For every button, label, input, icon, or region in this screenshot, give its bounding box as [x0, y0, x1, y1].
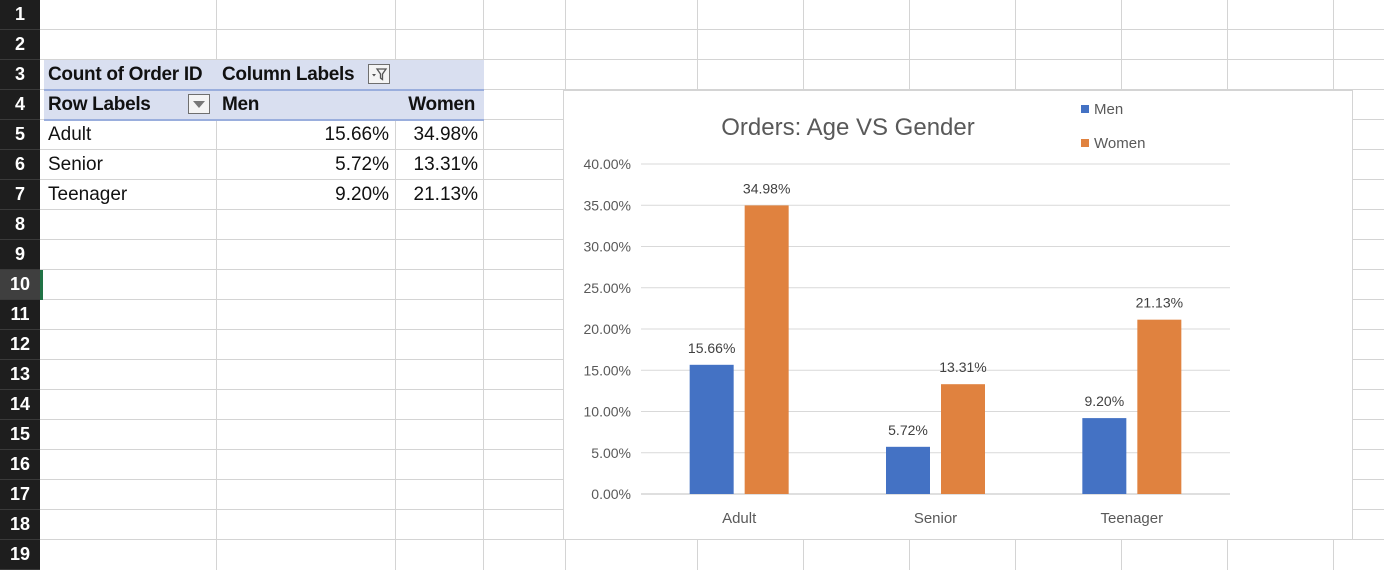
- pivot-value-field[interactable]: Count of Order ID: [48, 64, 203, 85]
- pivot-cell-women[interactable]: 34.98%: [413, 124, 478, 145]
- y-tick-label: 35.00%: [584, 197, 631, 213]
- chart-legend[interactable]: Men Women: [1081, 101, 1145, 152]
- legend-label-women: Women: [1094, 135, 1145, 152]
- pivot-cell-women[interactable]: 13.31%: [413, 154, 478, 175]
- pivot-header-divider: [44, 89, 484, 91]
- legend-swatch-women: [1081, 139, 1089, 147]
- y-tick-label: 20.00%: [584, 321, 631, 337]
- row-header-9[interactable]: 9: [0, 240, 40, 270]
- bar-men-teenager[interactable]: [1082, 418, 1127, 494]
- y-tick-label: 30.00%: [584, 239, 631, 255]
- bar-women-adult[interactable]: [744, 205, 789, 494]
- bar-women-teenager[interactable]: [1137, 319, 1182, 494]
- row-header-15[interactable]: 15: [0, 420, 40, 450]
- row-header-7[interactable]: 7: [0, 180, 40, 210]
- y-tick-label: 15.00%: [584, 362, 631, 378]
- pivot-row-label[interactable]: Teenager: [48, 184, 128, 205]
- data-label: 15.66%: [688, 340, 735, 356]
- row-header-8[interactable]: 8: [0, 210, 40, 240]
- row-header-6[interactable]: 6: [0, 150, 40, 180]
- bar-women-senior[interactable]: [941, 384, 985, 494]
- row-header-11[interactable]: 11: [0, 300, 40, 330]
- row-header-19[interactable]: 19: [0, 540, 40, 570]
- y-tick-label: 0.00%: [591, 486, 631, 502]
- x-category-label: Adult: [722, 510, 757, 527]
- bar-men-adult[interactable]: [689, 364, 734, 494]
- row-header-14[interactable]: 14: [0, 390, 40, 420]
- y-tick-label: 25.00%: [584, 280, 631, 296]
- row-header-12[interactable]: 12: [0, 330, 40, 360]
- pivot-row-labels[interactable]: Row Labels: [48, 94, 151, 115]
- pivot-chart[interactable]: 0.00% 5.00% 10.00% 15.00% 20.00% 25.00% 30.00%…: [563, 90, 1353, 540]
- row-header-17[interactable]: 17: [0, 480, 40, 510]
- y-tick-label: 5.00%: [591, 445, 631, 461]
- data-label: 5.72%: [888, 422, 928, 438]
- row-header-2[interactable]: 2: [0, 30, 40, 60]
- pivot-cell-men[interactable]: 15.66%: [324, 124, 389, 145]
- column-filter-button[interactable]: [368, 64, 390, 84]
- data-label: 34.98%: [743, 180, 790, 196]
- bar-men-senior[interactable]: [886, 446, 930, 494]
- row-header-5[interactable]: 5: [0, 120, 40, 150]
- row-header-16[interactable]: 16: [0, 450, 40, 480]
- pivot-column-labels[interactable]: Column Labels: [222, 64, 355, 85]
- data-label: 9.20%: [1084, 393, 1124, 409]
- data-label: 13.31%: [939, 359, 986, 375]
- row-header-10[interactable]: 10: [0, 270, 40, 300]
- pivot-row-label[interactable]: Senior: [48, 154, 103, 175]
- row-header-4[interactable]: 4: [0, 90, 40, 120]
- filter-funnel-icon: [372, 68, 388, 81]
- legend-swatch-men: [1081, 105, 1089, 113]
- row-header-13[interactable]: 13: [0, 360, 40, 390]
- legend-label-men: Men: [1094, 101, 1123, 118]
- row-header-18[interactable]: 18: [0, 510, 40, 540]
- pivot-row-label[interactable]: Adult: [48, 124, 92, 145]
- dropdown-arrow-icon: [193, 101, 205, 108]
- row-header-1[interactable]: 1: [0, 0, 40, 30]
- pivot-cell-men[interactable]: 9.20%: [335, 184, 389, 205]
- active-row-indicator: [40, 270, 43, 300]
- y-tick-label: 10.00%: [584, 404, 631, 420]
- pivot-cell-men[interactable]: 5.72%: [335, 154, 389, 175]
- pivot-cell-women[interactable]: 21.13%: [413, 184, 478, 205]
- data-label: 21.13%: [1136, 295, 1183, 311]
- x-category-label: Senior: [914, 510, 957, 527]
- chart-canvas: 0.00% 5.00% 10.00% 15.00% 20.00% 25.00% 30.00%…: [584, 101, 1230, 527]
- row-labels-dropdown-button[interactable]: [188, 94, 210, 114]
- pivot-col-header-women[interactable]: Women: [408, 94, 475, 115]
- pivot-col-header-men[interactable]: Men: [222, 94, 260, 115]
- row-header-3[interactable]: 3: [0, 60, 40, 90]
- chart-title: Orders: Age VS Gender: [721, 114, 974, 141]
- pivot-header-underline: [44, 119, 484, 121]
- x-category-label: Teenager: [1101, 510, 1164, 527]
- y-tick-label: 40.00%: [584, 156, 631, 172]
